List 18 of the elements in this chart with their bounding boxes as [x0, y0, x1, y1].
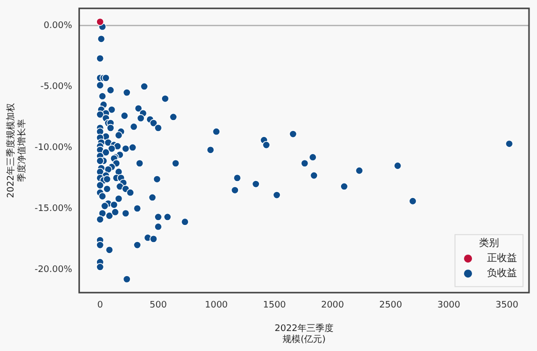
- x-tick-label: 1500: [262, 300, 286, 310]
- y-tick-label: -20.00%: [34, 264, 73, 275]
- y-tick-label: 0.00%: [44, 20, 73, 31]
- x-tick-label: 2000: [321, 300, 344, 310]
- x-tick-label: 0: [97, 300, 104, 310]
- legend-label: 负收益: [487, 267, 517, 280]
- y-tick-label: -10.00%: [34, 142, 73, 153]
- x-tick-label: 3500: [495, 300, 519, 310]
- y-axis-title: 2022年三季度规模加权季度净值增长率: [6, 103, 28, 198]
- x-tick-label: 1000: [204, 300, 228, 310]
- x-axis-title: 2022年三季度规模(亿元): [274, 323, 334, 345]
- x-tick-label: 2500: [379, 300, 402, 310]
- y-tick-label: -5.00%: [40, 82, 73, 92]
- y-tick-label: -15.00%: [34, 204, 73, 214]
- x-tick-label: 3000: [437, 300, 461, 310]
- legend-title: 类别: [479, 237, 499, 250]
- x-tick-label: 500: [150, 300, 168, 310]
- legend-label: 正收益: [487, 252, 517, 264]
